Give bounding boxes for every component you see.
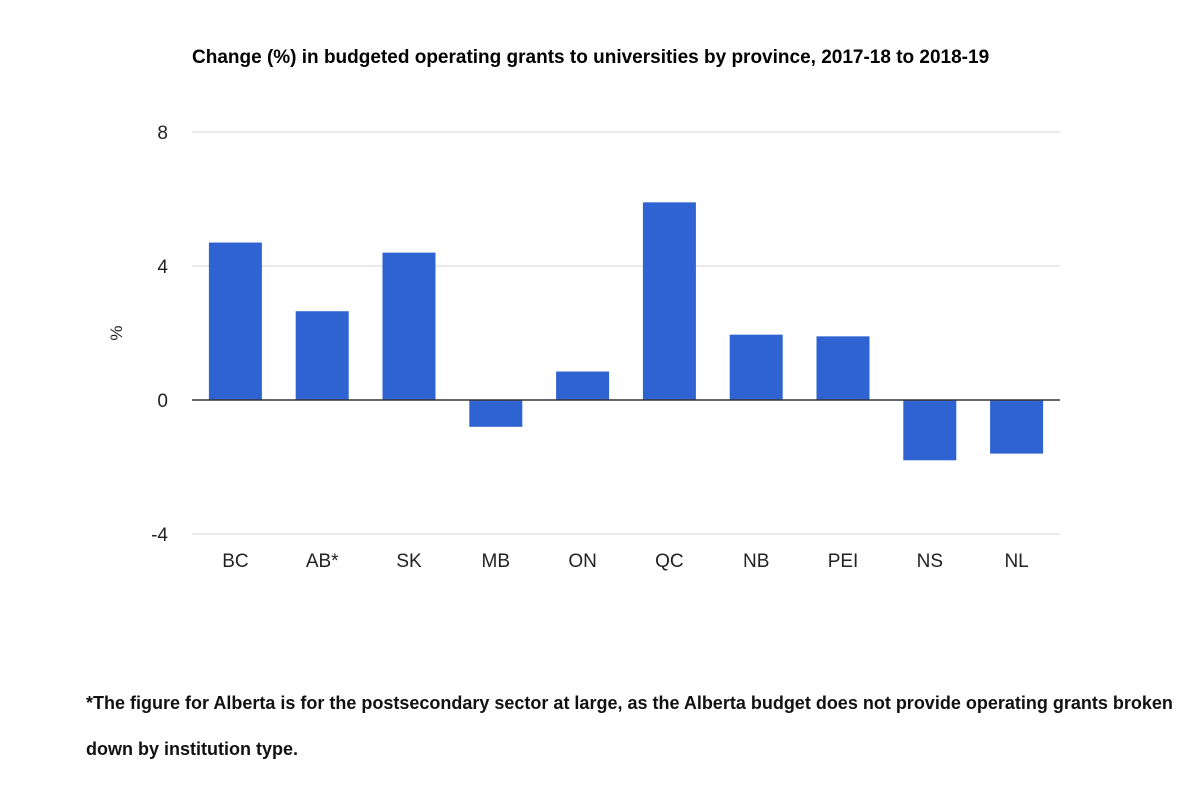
- bar-mb: [469, 400, 523, 427]
- x-tick-label: BC: [222, 551, 248, 572]
- y-tick-label: -4: [151, 525, 168, 546]
- x-tick-label: NB: [743, 551, 769, 572]
- bar-sk: [382, 252, 436, 400]
- chart-title: Change (%) in budgeted operating grants …: [192, 47, 990, 68]
- y-axis-label: %: [107, 325, 126, 340]
- x-tick-label: ON: [568, 551, 597, 572]
- footnote: *The figure for Alberta is for the posts…: [86, 693, 1173, 759]
- x-tick-label: NS: [917, 551, 943, 572]
- y-tick-label: 8: [157, 123, 168, 144]
- x-tick-label: MB: [482, 551, 511, 572]
- bars: [208, 202, 1044, 461]
- y-tick-label: 4: [157, 257, 168, 278]
- bar-ns: [903, 400, 957, 461]
- x-tick-label: QC: [655, 551, 684, 572]
- bar-pei: [816, 336, 870, 400]
- bar-qc: [642, 202, 696, 400]
- bar-on: [556, 371, 610, 400]
- x-tick-label: SK: [396, 551, 422, 572]
- bar-ab: [295, 311, 349, 400]
- bar-nl: [990, 400, 1044, 454]
- x-tick-label: AB*: [306, 551, 339, 572]
- y-tick-label: 0: [157, 391, 168, 412]
- x-tick-label: PEI: [828, 551, 859, 572]
- x-tick-labels: BC AB* SK MB ON QC NB PEI NS NL: [222, 551, 1029, 572]
- y-tick-labels: -4 0 4 8: [151, 123, 168, 546]
- gridlines: [192, 131, 1060, 535]
- x-tick-label: NL: [1004, 551, 1028, 572]
- bar-bc: [208, 242, 262, 400]
- bar-nb: [729, 334, 783, 400]
